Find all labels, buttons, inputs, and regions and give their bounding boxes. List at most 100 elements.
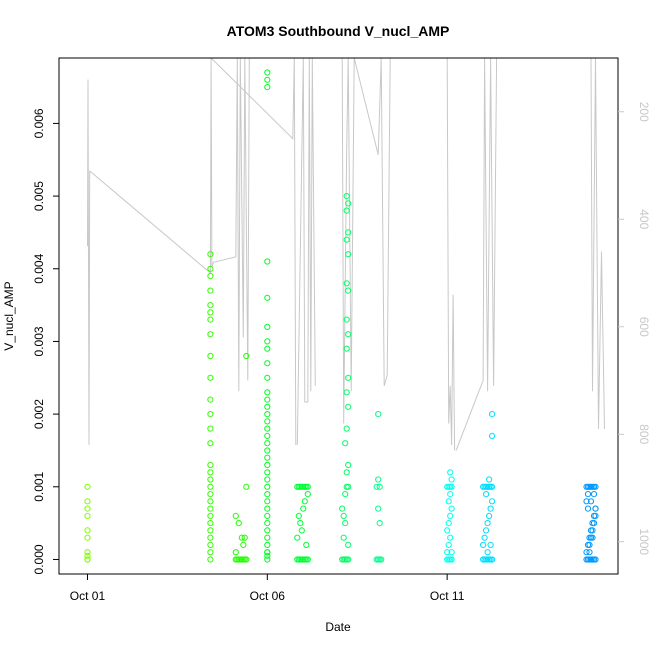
data-point-5-21 (343, 316, 350, 323)
data-point-4-19 (303, 541, 310, 549)
data-point-3-13 (264, 469, 271, 476)
y-axis-label: V_nucl_AMP (2, 281, 16, 350)
data-point-3-18 (264, 432, 271, 439)
data-point-3-16 (264, 447, 271, 454)
y2-tick-label: 800 (637, 424, 650, 444)
data-point-3-17 (264, 440, 271, 447)
data-point-1-7 (207, 505, 214, 512)
data-point-3-3 (264, 541, 271, 549)
data-point-1-13 (207, 461, 214, 469)
data-point-2-7 (243, 556, 250, 563)
data-point-5-5 (339, 505, 346, 512)
data-point-3-30 (264, 294, 271, 301)
data-point-3-14 (264, 461, 271, 469)
data-point-1-26 (207, 265, 214, 272)
data-point-0-2 (84, 552, 91, 559)
data-point-3-31 (264, 258, 271, 265)
data-point-5-14 (342, 440, 349, 447)
secondary-line-segment-7 (455, 57, 498, 451)
data-point-8-22 (486, 476, 493, 483)
data-point-5-24 (345, 251, 352, 258)
y2-tick-label: 200 (637, 102, 650, 122)
data-point-5-25 (343, 236, 350, 243)
data-point-8-16 (486, 512, 493, 520)
data-point-7-8 (444, 527, 451, 534)
secondary-line-segment-3 (210, 57, 297, 446)
data-point-1-25 (207, 272, 214, 280)
data-point-3-35 (264, 549, 271, 556)
data-point-5-7 (342, 520, 349, 527)
data-point-9-13 (592, 483, 599, 490)
data-point-3-6 (264, 520, 271, 527)
data-point-3-29 (264, 323, 271, 330)
data-point-1-21 (207, 316, 214, 323)
data-point-1-4 (207, 527, 214, 534)
data-point-2-9 (235, 520, 242, 527)
data-point-9-26 (590, 520, 598, 527)
data-point-9-21 (583, 498, 590, 505)
data-point-6-8 (376, 520, 383, 527)
data-point-3-33 (264, 76, 271, 83)
data-point-3-24 (264, 389, 271, 396)
data-point-7-3 (448, 556, 455, 563)
data-point-1-3 (207, 534, 214, 541)
data-point-3-0 (264, 556, 271, 563)
data-point-1-27 (207, 251, 214, 258)
data-point-3-21 (264, 411, 271, 418)
data-point-1-12 (207, 469, 214, 476)
x-axis: Oct 01 Oct 06 Oct 11 (70, 574, 465, 603)
data-point-9-28 (584, 505, 592, 512)
data-point-5-19 (343, 345, 350, 352)
data-point-4-7 (304, 556, 311, 563)
y-tick-label: 0.006 (32, 108, 46, 138)
data-point-1-24 (207, 287, 214, 294)
data-point-5-27 (343, 207, 350, 214)
data-point-1-19 (207, 352, 214, 360)
data-point-7-4 (444, 549, 451, 556)
data-point-2-12 (241, 534, 248, 541)
data-point-3-27 (264, 345, 271, 352)
x-tick-label: Oct 11 (430, 589, 465, 603)
data-point-3-19 (264, 425, 271, 432)
data-point-0-7 (84, 505, 91, 512)
data-point-3-34 (264, 69, 271, 76)
data-point-5-20 (345, 331, 352, 338)
data-point-5-9 (345, 483, 352, 490)
data-point-1-23 (207, 302, 214, 309)
data-point-8-20 (487, 505, 494, 512)
data-point-9-31 (586, 549, 593, 556)
data-point-2-10 (238, 534, 245, 541)
data-point-1-10 (207, 483, 214, 490)
data-point-8-18 (481, 534, 488, 541)
data-point-4-20 (295, 512, 302, 520)
data-point-8-13 (489, 483, 496, 490)
data-point-3-25 (264, 374, 271, 381)
data-point-4-23 (304, 491, 311, 498)
x-tick-label: Oct 01 (70, 589, 106, 603)
data-point-3-12 (264, 476, 271, 483)
data-point-1-8 (207, 498, 214, 505)
data-point-3-23 (264, 396, 271, 403)
data-point-9-33 (592, 505, 599, 512)
data-point-9-23 (586, 541, 593, 549)
secondary-line-segment-8 (590, 57, 605, 429)
chart-title: ATOM3 Southbound V_nucl_AMP (227, 23, 450, 39)
y-tick-label: 0.002 (32, 399, 46, 429)
data-point-7-6 (447, 534, 454, 541)
y-axis: 0.000 0.001 0.002 0.003 0.004 0.005 0.006 (32, 108, 59, 574)
data-point-0-3 (84, 549, 91, 556)
x-axis-label: Date (325, 620, 351, 634)
data-point-7-18 (448, 476, 455, 483)
data-point-7-10 (447, 512, 454, 520)
data-point-4-16 (294, 534, 301, 541)
data-point-3-15 (264, 454, 271, 461)
data-point-5-22 (345, 287, 352, 294)
data-point-5-15 (343, 425, 350, 432)
data-point-3-32 (264, 84, 271, 91)
data-point-1-16 (207, 411, 214, 418)
y-tick-label: 0.005 (32, 181, 46, 211)
data-point-1-2 (207, 541, 214, 549)
data-point-6-7 (375, 505, 382, 512)
data-point-2-15 (243, 352, 250, 360)
data-point-4-17 (297, 520, 304, 527)
